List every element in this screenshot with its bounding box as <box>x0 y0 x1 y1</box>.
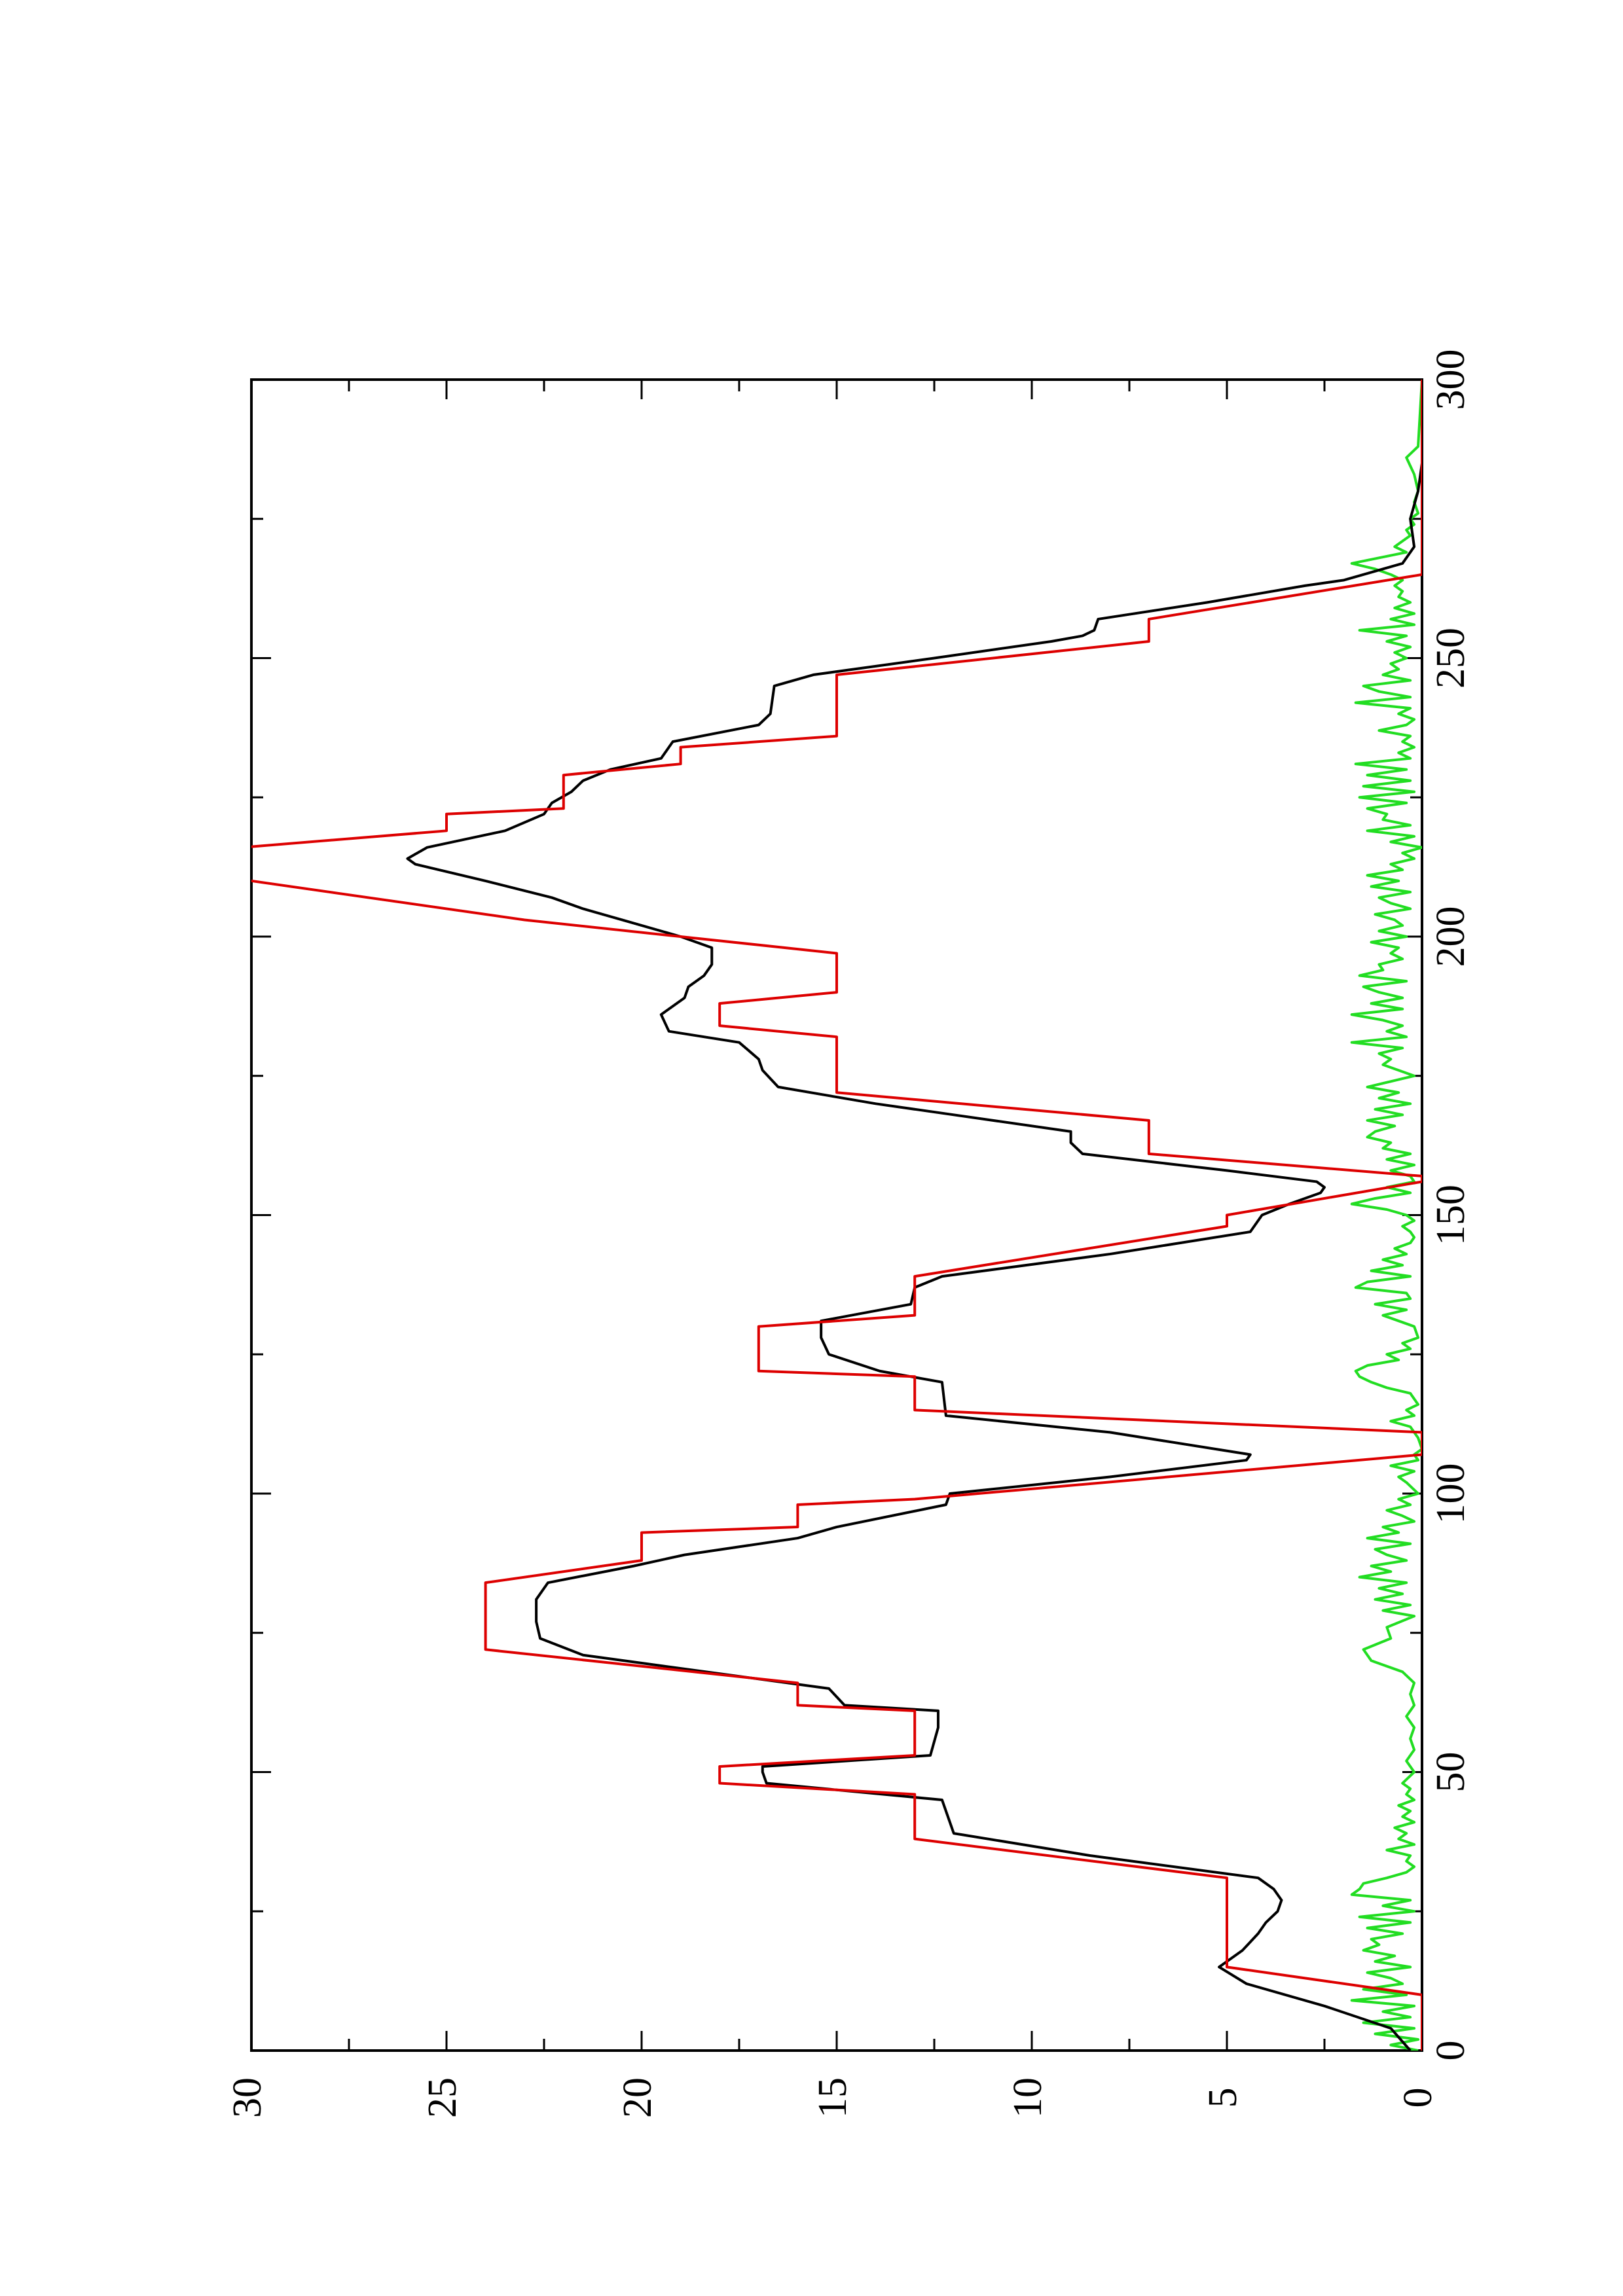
y-tick-label: 25 <box>420 2077 465 2118</box>
series-layer <box>251 380 1422 2051</box>
axis-tick-labels: 0 50 100 150 200 250 300 0 5 10 15 20 25 30 <box>225 350 1473 2119</box>
y-tick-label: 0 <box>1396 2088 1440 2108</box>
green-series-line <box>1350 380 1422 2051</box>
y-tick-label: 10 <box>1006 2077 1050 2118</box>
y-tick-label: 15 <box>811 2077 855 2118</box>
x-tick-label: 150 <box>1429 1185 1473 1246</box>
x-tick-label: 50 <box>1429 1752 1473 1793</box>
plot-frame <box>250 378 1423 2052</box>
y-tick-label: 5 <box>1201 2088 1245 2108</box>
x-tick-label: 200 <box>1429 906 1473 967</box>
axis-ticks <box>250 378 1423 2052</box>
y-tick-label: 30 <box>225 2077 270 2118</box>
y-tick-label: 20 <box>615 2077 660 2118</box>
black-series-line <box>406 380 1422 2051</box>
x-tick-label: 100 <box>1429 1463 1473 1524</box>
x-tick-label: 300 <box>1429 350 1473 410</box>
x-tick-label: 0 <box>1429 2041 1473 2061</box>
red-series-line <box>251 380 1422 2051</box>
x-tick-label: 250 <box>1429 628 1473 689</box>
